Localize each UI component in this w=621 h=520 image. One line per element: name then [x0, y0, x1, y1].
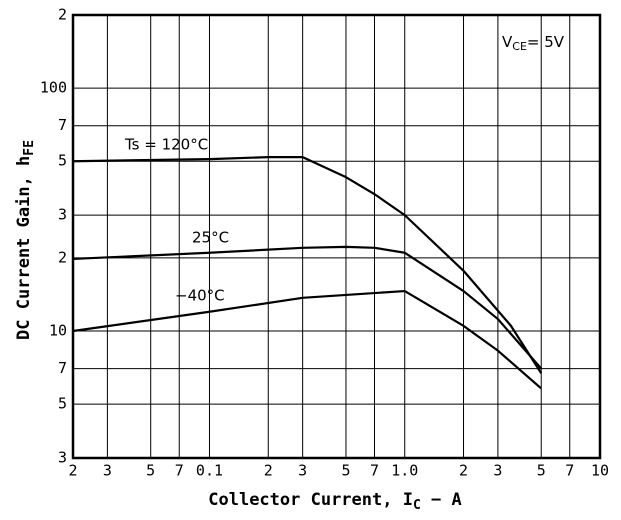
series-line — [72, 289, 542, 390]
x-label-rest: − A — [421, 490, 462, 510]
y-tick-label: 3 — [58, 449, 67, 467]
y-tick-label: 2 — [58, 6, 67, 24]
annotation-main: V — [502, 33, 513, 51]
y-tick-label: 7 — [58, 359, 67, 377]
y-tick-label: 3 — [58, 206, 67, 224]
series-line — [72, 155, 543, 374]
y-axis-label: DC Current Gain, hFE — [14, 140, 37, 340]
x-tick-label: 2 — [459, 462, 468, 480]
x-tick-label: 7 — [370, 462, 379, 480]
x-tick-label: 5 — [146, 462, 155, 480]
x-tick-label: 2 — [264, 462, 273, 480]
series-label: Ts = 120°C — [124, 136, 208, 154]
series-line — [72, 245, 543, 370]
x-axis-label: Collector Current, IC − A — [208, 490, 461, 513]
x-label-main: Collector Current, I — [208, 490, 413, 510]
annotation: VCE= 5V — [502, 33, 565, 54]
y-tick-label: 2 — [58, 248, 67, 266]
y-tick-label: 5 — [58, 395, 67, 413]
y-label-sub: FE — [22, 140, 37, 156]
x-label-sub: C — [413, 498, 421, 513]
y-tick-label: 5 — [58, 152, 67, 170]
x-tick-label: 0.1 — [196, 462, 223, 480]
x-tick-label: 1.0 — [391, 462, 418, 480]
x-tick-label: 2 — [68, 462, 77, 480]
y-tick-label: 10 — [49, 322, 67, 340]
x-tick-label: 3 — [298, 462, 307, 480]
series-label: 25°C — [192, 229, 229, 247]
annotation-rest: = 5V — [527, 33, 565, 51]
annotation-sub: CE — [512, 40, 527, 53]
y-tick-label: 100 — [40, 79, 67, 97]
series-label: −40°C — [175, 287, 225, 305]
plot-frame — [71, 13, 602, 460]
y-tick-label: 7 — [58, 116, 67, 134]
x-tick-label: 3 — [103, 462, 112, 480]
x-tick-label: 7 — [175, 462, 184, 480]
x-tick-label: 10 — [591, 462, 609, 480]
y-label-main: DC Current Gain, h — [14, 156, 34, 340]
x-tick-label: 5 — [341, 462, 350, 480]
x-tick-label: 5 — [537, 462, 546, 480]
x-tick-label: 3 — [493, 462, 502, 480]
x-tick-label: 7 — [565, 462, 574, 480]
